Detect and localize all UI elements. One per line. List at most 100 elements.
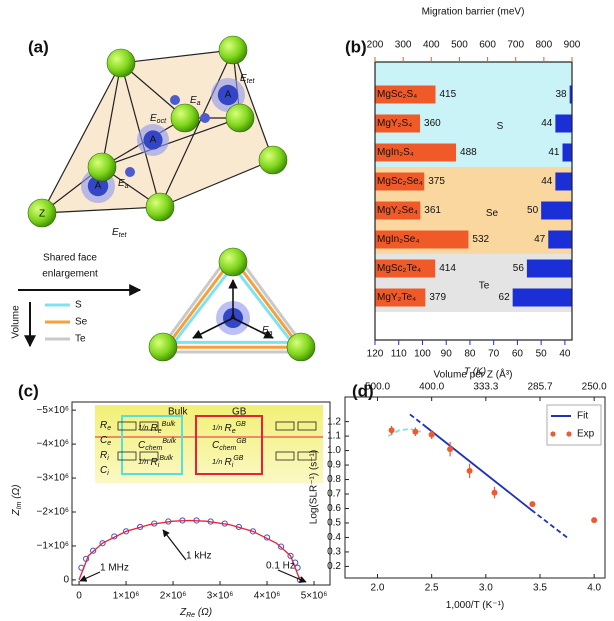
text-part: e [158,428,162,435]
data-point [591,517,598,524]
bulk-label: Bulk [168,407,188,418]
e-a-label: Ea [118,178,129,191]
text-part: E [240,73,247,84]
volume-bar [541,201,572,220]
text-part: e [107,440,111,447]
x2-tick-label: 200 [367,40,384,51]
e-oct-label: Eoct [150,113,167,126]
guide-line [409,413,568,539]
x-tick-label: 110 [391,349,407,360]
x-tick-label: 2×10⁶ [160,591,187,602]
value-label: 44 [541,176,553,187]
value-label: 532 [472,234,489,245]
y-tick-label: 0 [63,575,69,586]
text-part: 1,000/ [446,600,474,611]
circuit-label: Ri [100,450,109,463]
arrow [232,317,274,339]
e-tet-label: Etet [112,227,128,240]
x-tick-label: 4×10⁶ [254,591,281,602]
text-part: 1/n [212,457,225,466]
text-part: (Ω) [195,607,212,618]
group-label: Te [479,281,490,292]
data-point [491,489,498,496]
edge [41,62,122,214]
barrier-bar [375,172,425,191]
x2-tick-label: 250.0 [582,382,607,393]
text-part: a [197,100,201,107]
category-label: MgIn₂S₄ [377,147,414,158]
x-tick-label: 2.5 [425,583,439,594]
y-axis-title: Log(SLR⁻¹) (s⁻¹) [309,450,320,524]
z-site [218,247,248,277]
x-tick-label: 3×10⁶ [207,591,234,602]
barrier-bar [375,259,436,278]
panel-label: (b) [345,37,367,56]
a-label: A [150,135,157,146]
x2-tick-label: 285.7 [527,382,552,393]
z-site [106,48,136,78]
text-part: R [100,450,107,461]
e-a-label: Ea [262,325,273,338]
x-tick-label: 0 [76,591,82,602]
y-tick-label: 0.2 [327,561,341,572]
barrier-bar [375,85,436,104]
value-label: 62 [499,292,511,303]
value-label: 488 [460,147,477,158]
group-label: S [497,121,504,132]
fit-line [422,423,532,511]
data-point [428,431,435,438]
text-part: a [269,330,273,337]
bulk-bracket [121,415,183,475]
value-label: 379 [429,292,446,303]
barrier-bar [375,230,469,249]
data-point [529,501,536,508]
x2-tick-label: 900 [564,40,581,51]
value-label: 375 [428,176,445,187]
x2-axis-title: Migration barrier (meV) [422,7,525,18]
annotation-arrow [79,571,101,582]
x-tick-label: 3.5 [533,583,547,594]
category-label: MgSc₂S₄ [377,89,417,100]
circuit-element [297,421,317,431]
y-tick-label: 0.9 [327,460,341,471]
small-site [170,95,180,105]
text-part: a [125,183,129,190]
volume-bar [555,172,572,191]
text-part: R [151,423,158,434]
x2-tick-label: 400 [423,40,440,51]
face-triangle [162,255,304,349]
value-label: 360 [424,118,441,129]
panel-label: (c) [18,381,39,400]
x2-tick-label: 800 [536,40,553,51]
y-tick-label: 1.1 [327,431,341,442]
x-tick-label: 70 [488,349,500,360]
text-part: C [100,465,108,476]
value-label: 38 [556,89,568,100]
category-label: MgSc₂Se₄ [377,176,423,187]
text-part: C [100,435,108,446]
inset-background [95,405,323,483]
value-label: 56 [513,263,525,274]
face-triangle [155,247,311,354]
text-part: Bulk [162,438,176,445]
legend-label: Se [75,317,88,328]
volume-bar [562,143,572,162]
text-part: chem [219,445,236,452]
category-label: MgY₂Te₄ [377,292,416,303]
arrow-text: Shared face [43,253,97,264]
text-part: R [100,420,107,431]
legend-label: Fit [577,411,588,422]
y-tick-label: 0.3 [327,547,341,558]
volume-bar [512,288,572,307]
small-site [125,167,135,177]
text-part: 1/n [138,457,151,466]
small-site [200,113,210,123]
circuit-label: 1/n ReBulk [138,421,176,435]
volume-bar [526,259,572,278]
legend-label: Exp [577,429,595,440]
legend-swatch [566,431,572,437]
y-tick-label: 0.7 [327,489,341,500]
annotation: 1 kHz [186,551,212,562]
text-part: Im [16,501,23,509]
annotation: 0.1 Hz [266,561,295,572]
